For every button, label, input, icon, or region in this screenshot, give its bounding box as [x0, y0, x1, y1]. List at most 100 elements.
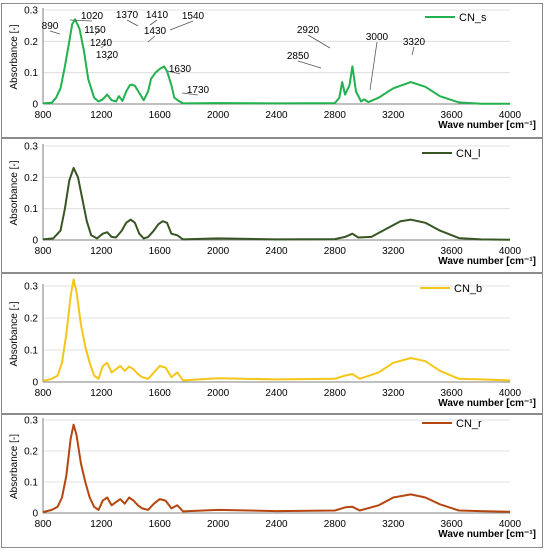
- x-tick-label: 3600: [441, 110, 464, 121]
- annotation-label: 1540: [182, 11, 205, 22]
- panel-frame: [1, 273, 543, 414]
- x-tick-label: 3200: [382, 388, 405, 399]
- x-tick-label: 1200: [90, 110, 113, 121]
- y-tick-label: 0.1: [24, 478, 38, 489]
- series-line-CN_s: [42, 18, 510, 105]
- y-tick-label: 0.2: [24, 314, 38, 325]
- annotation-label: 1150: [84, 25, 106, 36]
- x-tick-label: 2400: [265, 110, 288, 121]
- annotation-leader: [94, 29, 100, 36]
- annotation-label: 2850: [287, 51, 310, 62]
- x-axis-label: Wave number [cm⁻¹]: [438, 398, 536, 409]
- x-tick-label: 4000: [499, 519, 522, 530]
- x-tick-label: 800: [35, 388, 52, 399]
- x-axis-label: Wave number [cm⁻¹]: [438, 120, 536, 131]
- annotation-label: 1020: [81, 11, 104, 22]
- x-tick-label: 4000: [499, 110, 522, 121]
- x-tick-label: 2000: [207, 519, 230, 530]
- y-tick-label: 0: [32, 378, 38, 389]
- y-axis-label: Absorbance [-]: [9, 301, 20, 366]
- annotation-leader: [49, 30, 61, 35]
- x-tick-label: 4000: [499, 246, 522, 257]
- x-tick-label: 1600: [149, 246, 172, 257]
- legend-label: CN_l: [456, 148, 480, 160]
- y-tick-label: 0.2: [24, 37, 38, 48]
- annotation-label: 890: [42, 21, 59, 32]
- annotation-leader: [106, 55, 113, 61]
- y-axis-label: Absorbance [-]: [9, 434, 20, 499]
- x-tick-label: 2000: [207, 246, 230, 257]
- annotation-leader: [369, 41, 378, 91]
- x-tick-label: 1600: [149, 110, 172, 121]
- x-tick-label: 1200: [90, 246, 113, 257]
- y-tick-label: 0.3: [24, 142, 38, 153]
- panel-2: 0 0.1 0.2 0.3 800 1200 1600 2000 2400 2800 3200 360…: [1, 138, 543, 273]
- annotation-label: 1240: [90, 38, 113, 49]
- y-tick-label: 0: [32, 100, 38, 111]
- x-tick-label: 3200: [382, 110, 405, 121]
- x-axis-label: Wave number [cm⁻¹]: [438, 529, 536, 540]
- y-tick-label: 0.2: [24, 173, 38, 184]
- legend-label: CN_s: [459, 12, 487, 24]
- x-tick-label: 3200: [382, 519, 405, 530]
- annotation-leader: [69, 19, 93, 22]
- series-line-CN_l: [42, 166, 511, 241]
- x-tick-label: 1200: [90, 388, 113, 399]
- x-tick-label: 3600: [441, 388, 464, 399]
- y-tick-label: 0.1: [24, 204, 38, 215]
- annotation-leader: [147, 35, 156, 43]
- y-tick-label: 0.3: [24, 416, 38, 427]
- x-tick-label: 2000: [207, 110, 230, 121]
- x-tick-label: 1200: [90, 519, 113, 530]
- x-axis-label: Wave number [cm⁻¹]: [438, 256, 536, 267]
- x-tick-label: 2800: [324, 388, 347, 399]
- y-tick-label: 0.1: [24, 68, 38, 79]
- y-axis-label: Absorbance [-]: [9, 160, 20, 225]
- panel-frame: [1, 138, 543, 273]
- x-tick-label: 800: [35, 246, 52, 257]
- annotation-label: 1320: [96, 50, 119, 61]
- legend-label: CN_b: [454, 283, 482, 295]
- annotation-leader: [297, 60, 322, 69]
- y-tick-label: 0.3: [24, 6, 38, 17]
- x-tick-label: 2400: [265, 388, 288, 399]
- y-tick-label: 0: [32, 509, 38, 520]
- y-tick-label: 0.2: [24, 447, 38, 458]
- x-tick-label: 1600: [149, 388, 172, 399]
- x-tick-label: 3600: [441, 519, 464, 530]
- y-tick-label: 0: [32, 236, 38, 247]
- x-tick-label: 4000: [499, 388, 522, 399]
- y-tick-label: 0.3: [24, 282, 38, 293]
- annotation-label: 1630: [169, 64, 192, 75]
- annotation-leader: [169, 20, 194, 31]
- x-tick-label: 2000: [207, 388, 230, 399]
- x-tick-label: 1600: [149, 519, 172, 530]
- x-tick-label: 800: [35, 519, 52, 530]
- annotation-leader: [126, 19, 139, 27]
- annotation-label: 2920: [297, 25, 320, 36]
- x-tick-label: 2400: [265, 246, 288, 257]
- annotation-leader: [181, 92, 199, 96]
- annotation-leader: [100, 43, 107, 49]
- x-tick-label: 3600: [441, 246, 464, 257]
- panel-3: 0 0.1 0.2 0.3 800 1200 1600 2000 2400 2800 3200 360…: [1, 273, 543, 414]
- panel-4: 0 0.1 0.2 0.3 800 1200 1600 2000 2400 2800 3200 360…: [1, 414, 543, 548]
- x-tick-label: 2800: [324, 246, 347, 257]
- y-axis-label: Absorbance [-]: [9, 24, 20, 89]
- legend-label: CN_r: [456, 418, 482, 430]
- panel-frame: [1, 414, 543, 548]
- panel-frame: [1, 3, 543, 138]
- panel-1: 0 0.1 0.2 0.3 800 1200 1600 2000 2400 2800 3200 360…: [1, 3, 543, 138]
- annotation-label: 1730: [187, 85, 210, 96]
- annotation-label: 1410: [146, 10, 169, 21]
- annotation-leader: [167, 70, 181, 75]
- annotation-label: 3320: [403, 37, 426, 48]
- y-tick-label: 0.1: [24, 346, 38, 357]
- x-tick-label: 2800: [324, 519, 347, 530]
- annotation-label: 1430: [144, 26, 167, 37]
- x-tick-label: 2400: [265, 519, 288, 530]
- annotation-label: 3000: [366, 32, 389, 43]
- annotation-leader: [307, 34, 331, 49]
